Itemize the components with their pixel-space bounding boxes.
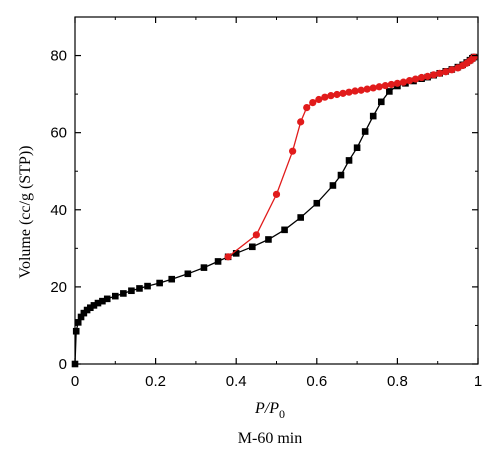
adsorption-point (361, 128, 369, 135)
adsorption-point (353, 144, 361, 152)
desorption-point (333, 90, 341, 99)
desorption-point (470, 53, 478, 61)
adsorption-point (77, 313, 85, 321)
adsorption-line (74, 56, 475, 365)
desorption-point (411, 75, 420, 83)
adsorption-point (297, 214, 304, 221)
adsorption-point (72, 327, 80, 335)
adsorption-point (232, 250, 240, 257)
adsorption-point (265, 236, 272, 243)
desorption-point (303, 104, 311, 112)
desorption-point (430, 71, 438, 79)
desorption-point (417, 73, 426, 82)
plot-frame (74, 16, 479, 365)
adsorption-point (214, 258, 222, 265)
adsorption-point (120, 290, 127, 297)
adsorption-point (337, 171, 345, 179)
adsorption-point (184, 270, 192, 278)
adsorption-point (249, 243, 256, 251)
desorption-point (289, 147, 297, 155)
plot-area (74, 16, 479, 365)
adsorption-point (168, 275, 176, 283)
desorption-point (252, 231, 260, 239)
y-axis-label: Volume (cc/g (STP)) (17, 145, 34, 278)
adsorption-point (90, 302, 98, 309)
y-tick-label: 20 (50, 279, 67, 296)
adsorption-point (144, 282, 151, 290)
x-tick-label: 0.8 (387, 373, 408, 390)
desorption-point (381, 82, 389, 90)
desorption-point (424, 72, 432, 80)
desorption-point (309, 98, 317, 107)
x-tick-label: 1 (474, 373, 482, 390)
adsorption-point (74, 319, 82, 326)
desorption-point (357, 86, 365, 94)
desorption-point (345, 88, 353, 96)
adsorption-series (71, 53, 478, 368)
x-axis-label: P/P0 (254, 400, 285, 421)
desorption-point (442, 68, 450, 76)
desorption-point (327, 92, 335, 100)
desorption-point (393, 79, 401, 87)
x-tick-label: 0 (71, 373, 79, 390)
x-tick-label: 0.6 (306, 373, 327, 390)
desorption-series (224, 53, 478, 261)
adsorption-point (313, 199, 321, 207)
adsorption-point (377, 98, 385, 106)
adsorption-point (99, 297, 106, 305)
desorption-point (339, 89, 347, 97)
desorption-point (363, 85, 371, 93)
adsorption-point (345, 157, 353, 164)
desorption-point (315, 95, 323, 104)
y-tick-label: 40 (50, 202, 67, 219)
x-tick-label: 0.2 (145, 373, 166, 390)
adsorption-point (329, 182, 337, 189)
series-layer (71, 53, 478, 368)
adsorption-point (112, 292, 119, 300)
desorption-point (369, 84, 377, 92)
desorption-point (351, 87, 359, 95)
desorption-point (405, 77, 414, 85)
desorption-point (436, 69, 444, 77)
adsorption-point (136, 285, 143, 292)
desorption-point (387, 80, 395, 89)
adsorption-point (200, 264, 208, 271)
y-tick-label: 80 (50, 48, 67, 65)
adsorption-point (87, 304, 94, 312)
chart-caption: M-60 min (238, 430, 302, 447)
desorption-point (321, 93, 329, 101)
desorption-point (375, 83, 383, 91)
desorption-point (399, 78, 408, 86)
x-axis-ticks: 0 0.2 0.4 0.6 0.8 1 (71, 17, 482, 390)
adsorption-point (103, 295, 111, 303)
x-tick-label: 0.4 (226, 373, 247, 390)
desorption-point (297, 118, 305, 126)
adsorption-point (94, 299, 102, 307)
desorption-point (224, 253, 232, 261)
adsorption-point (128, 287, 135, 295)
y-tick-label: 60 (50, 125, 67, 142)
desorption-point (272, 190, 281, 198)
adsorption-point (281, 226, 288, 234)
desorption-point (448, 66, 456, 74)
adsorption-point (369, 112, 377, 120)
y-axis-ticks: 0 20 40 60 80 (50, 48, 478, 373)
y-tick-label: 0 (59, 356, 67, 373)
adsorption-point (386, 88, 393, 95)
adsorption-point (156, 279, 163, 287)
